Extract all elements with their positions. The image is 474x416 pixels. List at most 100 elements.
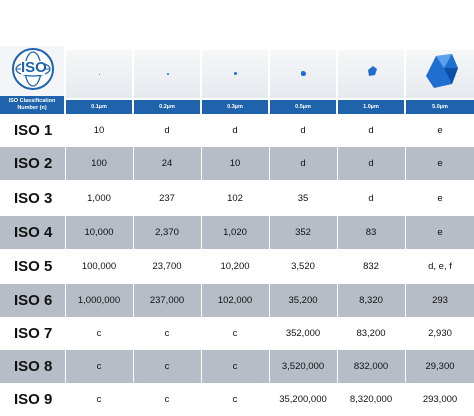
particle-icon (426, 54, 458, 88)
particle-icon (167, 73, 169, 75)
table-cell: 10 (229, 158, 241, 169)
particle-image-3 (270, 50, 336, 98)
header-size-3: 0.5µm (270, 46, 336, 114)
logo-text: ISO (21, 59, 47, 76)
size-label: 1.0µm (338, 100, 404, 114)
column-divider (405, 46, 406, 415)
table-row: ISO 9 c c c 35,200,000 8,320,000 293,000 (0, 383, 474, 416)
table-cell: d (368, 193, 374, 204)
table-cell: d (300, 158, 306, 169)
table-cell: e (437, 227, 443, 238)
table-cell: 8,320,000 (349, 394, 393, 405)
particle-image-1 (134, 50, 200, 98)
size-label: 0.1µm (66, 100, 132, 114)
table-cell: 832,000 (353, 361, 389, 372)
iso-class-label: ISO 9 (14, 391, 53, 408)
table-cell: 8,320 (359, 295, 383, 306)
particle-icon (368, 66, 377, 76)
logo-panel: ISO (0, 46, 64, 96)
header-classification-cell: ISO ISO Classification Number (n) (0, 46, 64, 114)
table-cell: 23,700 (152, 261, 182, 272)
iso-class-label: ISO 2 (14, 155, 53, 172)
table-cell: 35,200 (288, 295, 318, 306)
table-cell: c (232, 328, 238, 339)
header-size-1: 0.2µm (134, 46, 200, 114)
table-cell: 237,000 (149, 295, 185, 306)
table-cell: c (164, 361, 170, 372)
table-cell: d (232, 125, 238, 136)
table-row: ISO 6 1,000,000 237,000 102,000 35,200 8… (0, 284, 474, 317)
particle-image-4 (338, 50, 404, 98)
table-cell: d, e, f (428, 261, 452, 272)
table-cell: d (368, 125, 374, 136)
table-cell: 10,000 (84, 227, 114, 238)
table-cell: c (164, 328, 170, 339)
column-divider (65, 46, 66, 415)
table-cell: 83 (365, 227, 377, 238)
iso-class-label: ISO 6 (14, 292, 53, 309)
iso-class-label: ISO 8 (14, 358, 53, 375)
table-cell: 2,930 (428, 328, 452, 339)
table-cell: 100 (91, 158, 107, 169)
table-cell: 10,200 (220, 261, 250, 272)
table-cell: 29,300 (425, 361, 455, 372)
header-size-2: 0.3µm (202, 46, 268, 114)
table-cell: 352,000 (285, 328, 321, 339)
particle-image-5 (406, 50, 474, 98)
column-divider (201, 46, 202, 415)
header-size-0: 0.1µm (66, 46, 132, 114)
table-cell: e (437, 158, 443, 169)
size-label: 0.3µm (202, 100, 268, 114)
table-cell: 293 (432, 295, 448, 306)
iso-class-label: ISO 5 (14, 258, 53, 275)
table-cell: d (300, 125, 306, 136)
size-label: 0.5µm (270, 100, 336, 114)
table-cell: 832 (363, 261, 379, 272)
table-cell: 1,020 (223, 227, 247, 238)
column-divider (269, 46, 270, 415)
iso-class-label: ISO 4 (14, 224, 53, 241)
iso-logo-icon: ISO (12, 48, 54, 90)
table-cell: 83,200 (356, 328, 386, 339)
table-row: ISO 2 100 24 10 d d e (0, 147, 474, 180)
table-cell: 3,520 (291, 261, 315, 272)
table-cell: 24 (161, 158, 173, 169)
table-cell: e (437, 125, 443, 136)
table-cell: 102,000 (217, 295, 253, 306)
table-cell: 102 (227, 193, 243, 204)
table-cell: 1,000,000 (77, 295, 121, 306)
iso-class-label: ISO 7 (14, 325, 53, 342)
table-cell: 35 (297, 193, 309, 204)
table-cell: c (232, 361, 238, 372)
classification-header-label: ISO Classification Number (n) (0, 96, 64, 114)
table-cell: d (164, 125, 170, 136)
table-cell: 352 (295, 227, 311, 238)
iso-class-label: ISO 1 (14, 122, 53, 139)
table-cell: d (368, 158, 374, 169)
table-cell: 3,520,000 (281, 361, 325, 372)
table-cell: 100,000 (81, 261, 117, 272)
column-divider (133, 46, 134, 415)
table-cell: 1,000 (87, 193, 111, 204)
header-size-4: 1.0µm (338, 46, 404, 114)
table-row: ISO 5 100,000 23,700 10,200 3,520 832 d,… (0, 250, 474, 283)
size-label: 5.0µm (406, 100, 474, 114)
table-row: ISO 7 c c c 352,000 83,200 2,930 (0, 317, 474, 350)
table-cell: 2,370 (155, 227, 179, 238)
table-cell: c (232, 394, 238, 405)
table-row: ISO 4 10,000 2,370 1,020 352 83 e (0, 216, 474, 249)
particle-image-0 (66, 50, 132, 98)
particle-icon (301, 71, 306, 76)
table-cell: c (164, 394, 170, 405)
particle-icon (234, 72, 237, 75)
particle-icon (99, 74, 100, 75)
table-row: ISO 8 c c c 3,520,000 832,000 29,300 (0, 350, 474, 383)
iso-class-label: ISO 3 (14, 190, 53, 207)
table-cell: c (96, 394, 102, 405)
table-cell: c (96, 328, 102, 339)
table-cell: c (96, 361, 102, 372)
table-cell: 237 (159, 193, 175, 204)
table-cell: 10 (93, 125, 105, 136)
table-cell: e (437, 193, 443, 204)
